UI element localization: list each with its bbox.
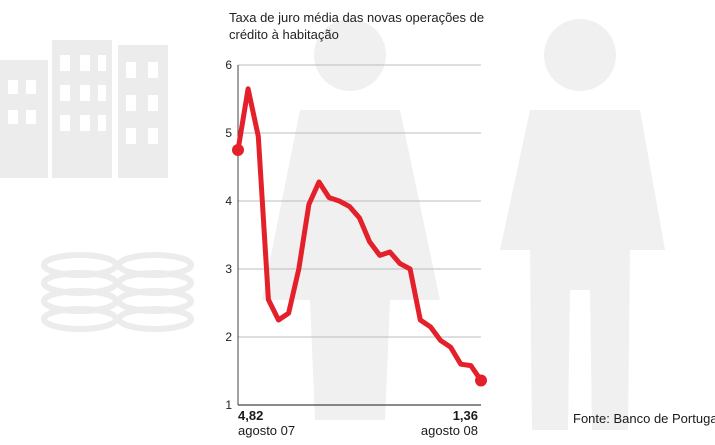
gridlines: [237, 64, 481, 406]
people-icon: [262, 19, 665, 430]
chart-title-line-2: crédito à habitação: [229, 27, 339, 42]
y-tick-label: 4: [225, 194, 232, 208]
y-tick-label: 1: [225, 398, 232, 412]
start-date-label: agosto 07: [238, 423, 295, 438]
end-date-label: agosto 08: [421, 423, 478, 438]
y-axis-ticks: 1 2 3 4 5 6: [225, 58, 232, 412]
y-tick-label: 5: [225, 126, 232, 140]
y-tick-label: 3: [225, 262, 232, 276]
chart-title-line-1: Taxa de juro média das novas operações d…: [229, 10, 485, 25]
series-line: [235, 86, 484, 383]
buildings-icon: [0, 40, 168, 178]
coins-icon: [41, 252, 194, 332]
end-point: [475, 374, 487, 387]
source-note: Fonte: Banco de Portugal: [573, 411, 715, 426]
start-point: [232, 144, 244, 156]
y-tick-label: 2: [225, 330, 232, 344]
end-value-label: 1,36: [453, 408, 478, 423]
start-value-label: 4,82: [238, 408, 263, 423]
y-tick-label: 6: [225, 58, 232, 72]
series-layer: [235, 86, 484, 383]
data-points: [232, 144, 487, 387]
